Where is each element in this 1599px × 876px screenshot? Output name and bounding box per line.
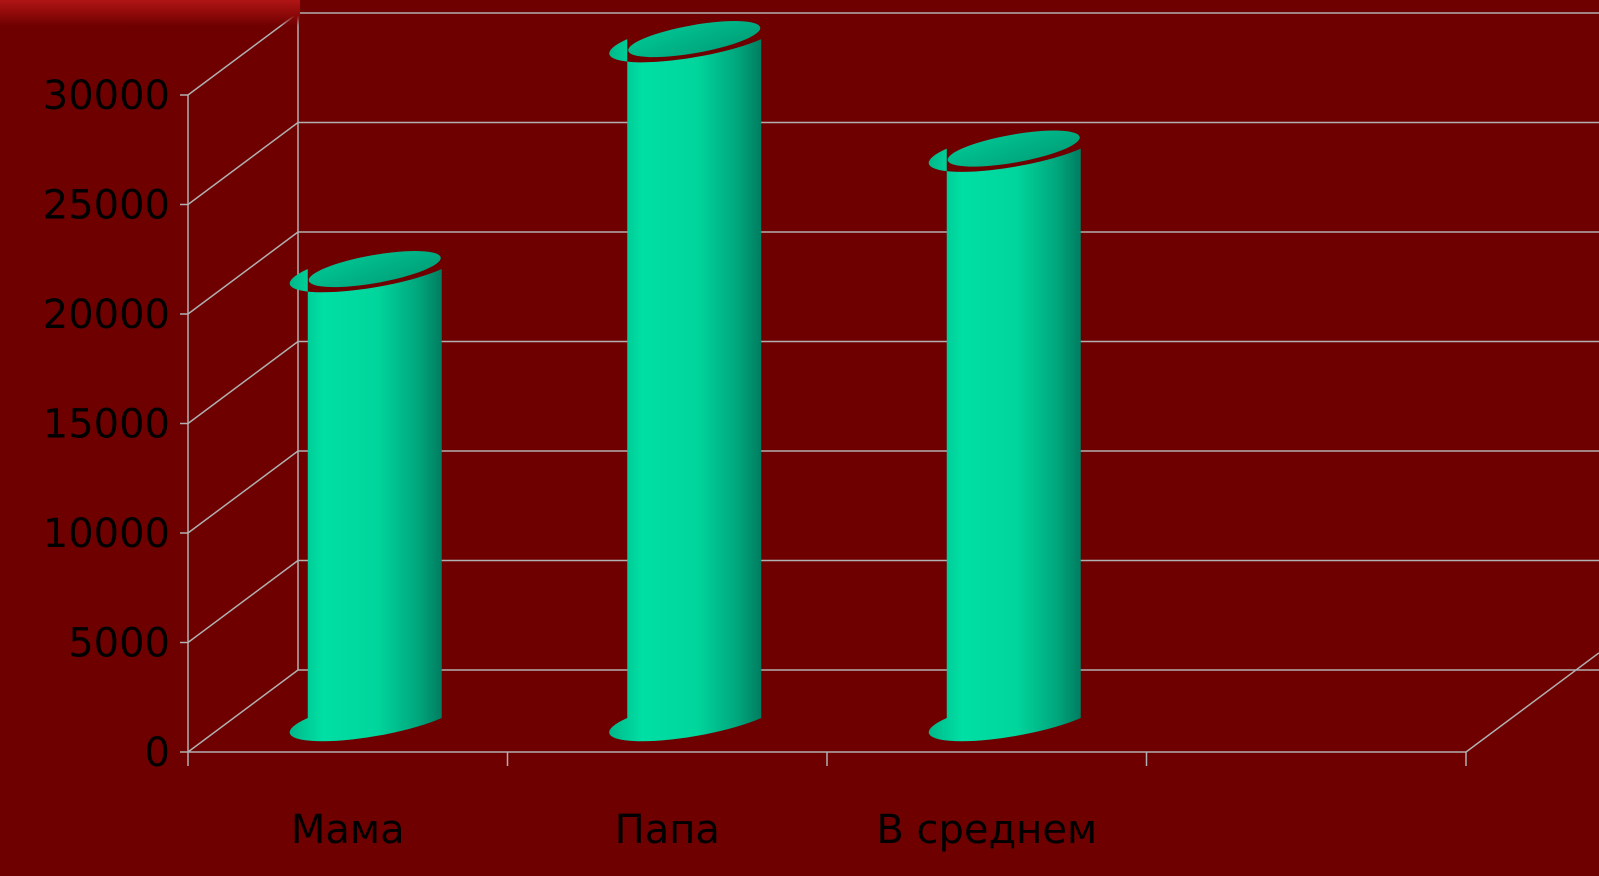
bar-body bbox=[289, 269, 442, 742]
bars bbox=[289, 21, 1081, 742]
side-gridline bbox=[187, 559, 299, 644]
y-tick-label: 0 bbox=[145, 730, 170, 776]
side-gridline bbox=[187, 231, 299, 315]
slide-corner-accent bbox=[0, 0, 300, 26]
side-gridline bbox=[187, 121, 299, 206]
bar-body bbox=[928, 148, 1081, 742]
x-category-label: Мама bbox=[291, 807, 405, 853]
y-tick-label: 15000 bbox=[43, 402, 170, 448]
y-tick-label: 10000 bbox=[43, 511, 170, 557]
bar-1 bbox=[289, 251, 442, 742]
y-tick-label: 20000 bbox=[43, 292, 170, 338]
y-tick-label: 25000 bbox=[43, 183, 170, 229]
x-category-label: В среднем bbox=[876, 807, 1097, 853]
bar-3 bbox=[928, 130, 1081, 742]
axes bbox=[180, 94, 1599, 766]
floor-right-edge bbox=[1465, 652, 1599, 753]
side-gridline bbox=[187, 12, 299, 96]
y-tick-label: 5000 bbox=[68, 621, 170, 667]
y-tick-label: 30000 bbox=[43, 73, 170, 119]
bar-top bbox=[628, 21, 761, 58]
side-gridline bbox=[187, 450, 299, 534]
bar-body bbox=[609, 39, 762, 742]
side-gridline bbox=[187, 669, 299, 753]
x-category-label: Папа bbox=[615, 807, 720, 853]
side-gridline bbox=[187, 340, 299, 425]
bar-top bbox=[308, 251, 441, 288]
bar-top bbox=[947, 130, 1080, 167]
labels: 0 5000 10000 15000 20000 25000 30000 Мама Папа В … bbox=[43, 73, 1097, 853]
bar-2 bbox=[609, 21, 762, 742]
